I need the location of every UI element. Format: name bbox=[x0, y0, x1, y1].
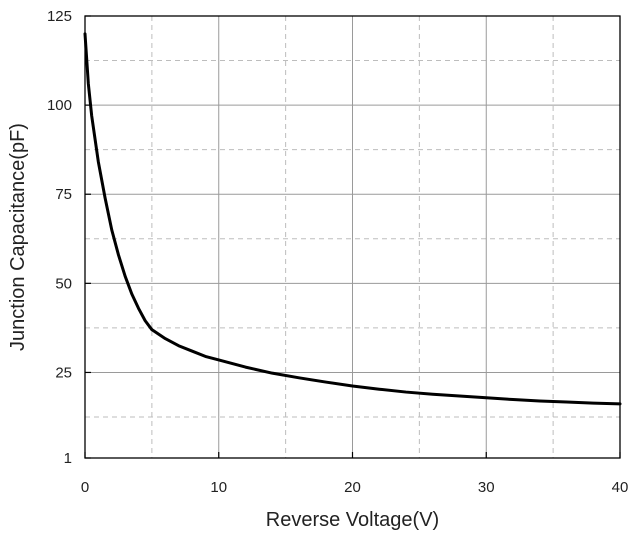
y-tick-label: 75 bbox=[55, 186, 72, 203]
y-tick-label: 1 bbox=[64, 450, 72, 467]
y-tick-label: 100 bbox=[47, 97, 72, 114]
minor-grid bbox=[85, 16, 620, 458]
y-tick-label: 50 bbox=[55, 275, 72, 292]
major-grid bbox=[84, 15, 621, 459]
x-tick-label: 30 bbox=[478, 479, 495, 496]
x-tick-label: 40 bbox=[612, 479, 629, 496]
x-axis-label: Reverse Voltage(V) bbox=[266, 509, 439, 531]
series-line bbox=[83, 32, 622, 406]
x-tick-label: 20 bbox=[344, 479, 361, 496]
x-tick-label: 0 bbox=[81, 479, 89, 496]
y-tick-label: 125 bbox=[47, 8, 72, 25]
x-tick-label: 10 bbox=[210, 479, 227, 496]
x-tick-labels: 0 10 20 30 40 bbox=[81, 479, 629, 496]
y-tick-label: 25 bbox=[55, 364, 72, 381]
y-axis-label: Junction Capacitance(pF) bbox=[7, 123, 29, 351]
axis-ticks bbox=[84, 15, 621, 459]
